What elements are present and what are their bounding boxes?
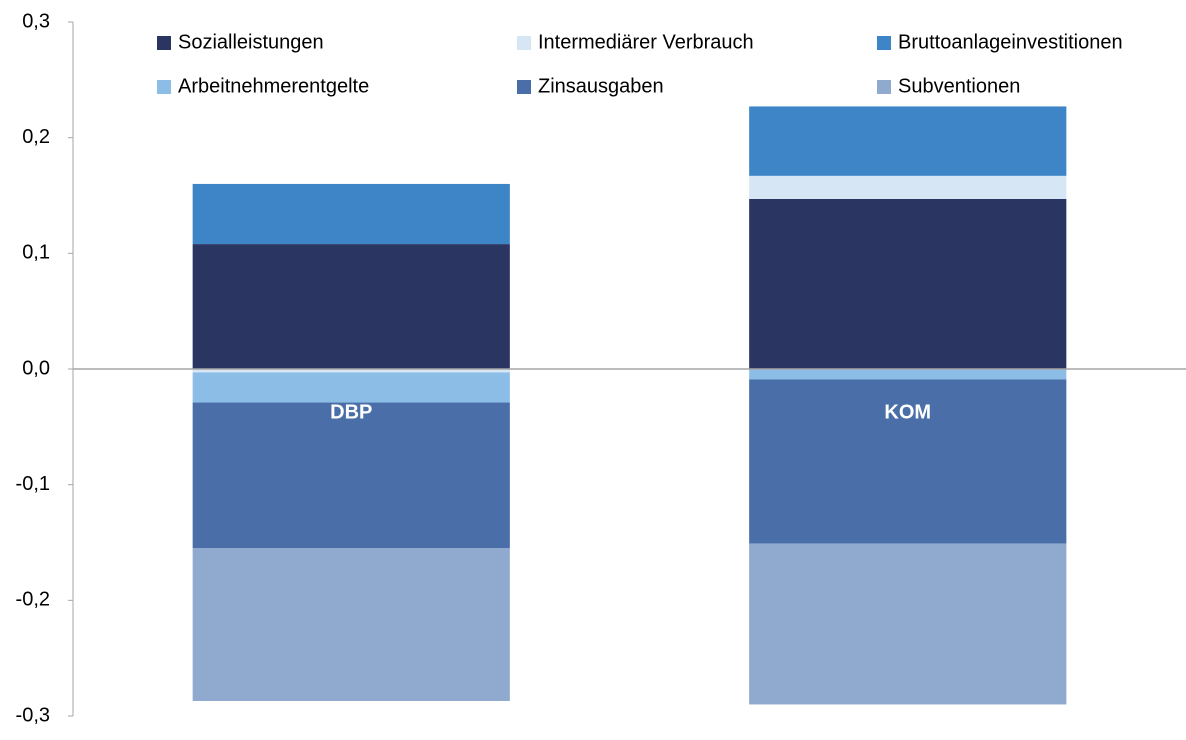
- legend-swatch: [157, 36, 171, 50]
- bar-segment: [192, 402, 510, 549]
- category-label: KOM: [884, 401, 931, 423]
- y-tick-label: -0,2: [16, 589, 50, 611]
- y-tick-label: 0,1: [22, 242, 50, 264]
- category-label: DBP: [330, 401, 372, 423]
- y-tick-label: -0,1: [16, 473, 50, 495]
- legend-label: Intermediärer Verbrauch: [538, 31, 754, 53]
- bar-segment: [192, 183, 510, 245]
- bar-segment: [192, 548, 510, 701]
- bar-segment: [749, 106, 1067, 176]
- bar-segment: [192, 244, 510, 369]
- legend-label: Zinsausgaben: [538, 75, 664, 97]
- legend-swatch: [877, 36, 891, 50]
- legend-swatch: [877, 80, 891, 94]
- legend-label: Arbeitnehmerentgelte: [178, 75, 369, 97]
- legend-label: Bruttoanlageinvestitionen: [898, 31, 1123, 53]
- y-tick-label: 0,0: [22, 357, 50, 379]
- bar-segment: [749, 175, 1067, 199]
- y-tick-label: 0,2: [22, 126, 50, 148]
- legend-swatch: [517, 80, 531, 94]
- y-tick-label: 0,3: [22, 10, 50, 32]
- bar-segment: [749, 369, 1067, 380]
- legend-swatch: [157, 80, 171, 94]
- y-tick-label: -0,3: [16, 704, 50, 726]
- legend-label: Sozialleistungen: [178, 31, 324, 53]
- bar-segment: [749, 379, 1067, 544]
- bar-segment: [749, 543, 1067, 705]
- legend-swatch: [517, 36, 531, 50]
- bar-segment: [192, 372, 510, 403]
- bar-segment: [192, 369, 510, 373]
- bar-segment: [749, 198, 1067, 369]
- legend-label: Subventionen: [898, 75, 1020, 97]
